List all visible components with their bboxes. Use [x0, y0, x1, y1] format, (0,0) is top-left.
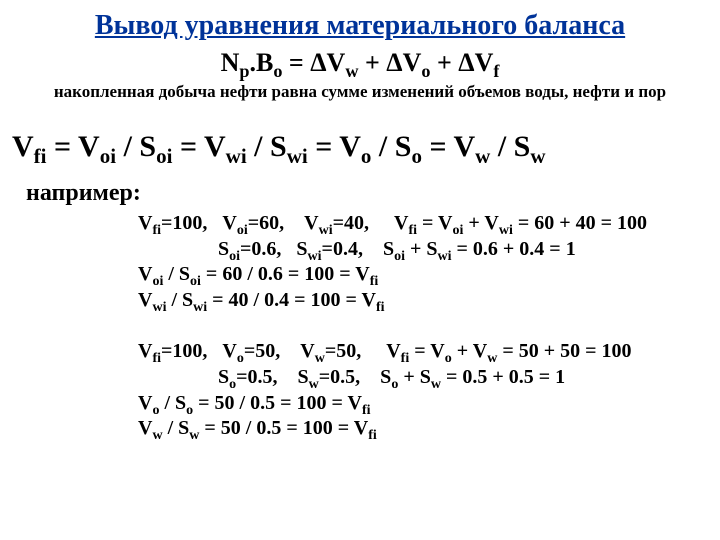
example-line: Vwi / Swi = 40 / 0.4 = 100 = Vfi: [138, 288, 712, 314]
example-line: Vfi=100, Vo=50, Vw=50, Vfi = Vo + Vw = 5…: [138, 339, 712, 365]
main-equation: Np.Bo = ΔVw + ΔVo + ΔVf: [8, 48, 712, 78]
example-line: Vfi=100, Voi=60, Vwi=40, Vfi = Voi + Vwi…: [138, 211, 712, 237]
example-line: Vw / Sw = 50 / 0.5 = 100 = Vfi: [138, 416, 712, 442]
example-line: So=0.5, Sw=0.5, So + Sw = 0.5 + 0.5 = 1: [138, 365, 712, 391]
slide-title: Вывод уравнения материального баланса: [8, 10, 712, 42]
example-line: Soi=0.6, Swi=0.4, Soi + Swi = 0.6 + 0.4 …: [138, 237, 712, 263]
equation-description: накопленная добыча нефти равна сумме изм…: [8, 82, 712, 102]
slide: Вывод уравнения материального баланса Np…: [0, 0, 720, 442]
example-line: Voi / Soi = 60 / 0.6 = 100 = Vfi: [138, 262, 712, 288]
example-block-initial: Vfi=100, Voi=60, Vwi=40, Vfi = Voi + Vwi…: [138, 211, 712, 313]
example-line: Vo / So = 50 / 0.5 = 100 = Vfi: [138, 391, 712, 417]
example-label: например:: [26, 180, 712, 207]
example-block-current: Vfi=100, Vo=50, Vw=50, Vfi = Vo + Vw = 5…: [138, 339, 712, 441]
saturation-relation: Vfi = Voi / Soi = Vwi / Swi = Vo / So = …: [12, 130, 712, 164]
